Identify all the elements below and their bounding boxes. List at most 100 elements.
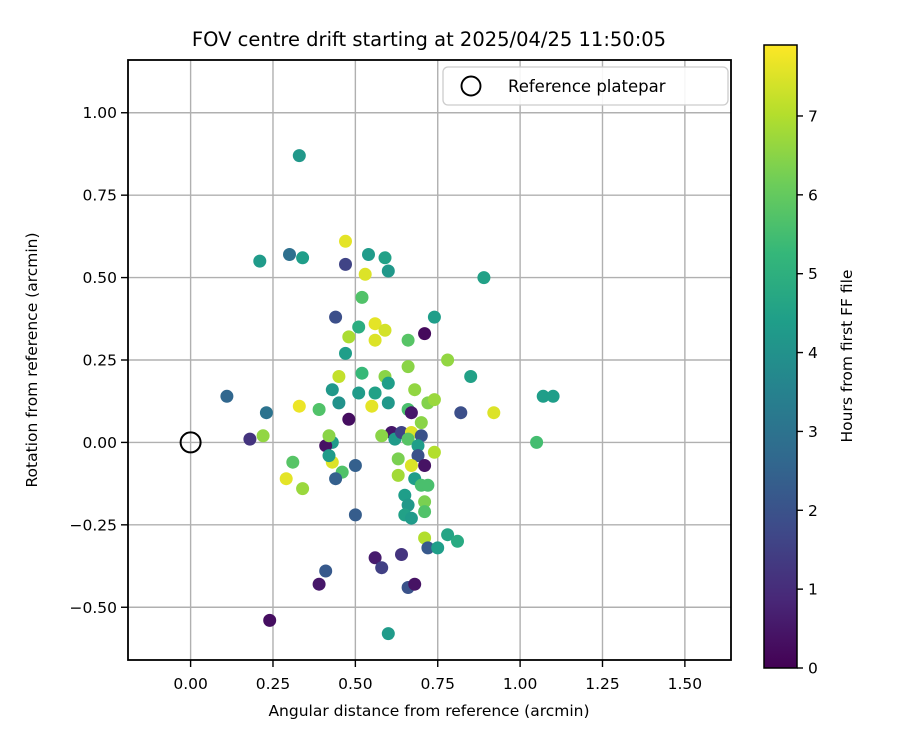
reference-platepar-point <box>179 431 202 454</box>
scatter-point <box>319 439 333 453</box>
scatter-point <box>530 435 544 449</box>
scatter-point <box>339 257 352 271</box>
scatter-point <box>286 455 300 469</box>
scatter-point <box>325 383 339 397</box>
scatter-point <box>362 248 375 261</box>
scatter-point <box>395 548 408 561</box>
scatter-point <box>451 534 464 548</box>
scatter-point <box>408 577 422 591</box>
scatter-point <box>418 531 432 545</box>
scatter-point <box>391 468 405 482</box>
scatter-point <box>401 360 415 374</box>
x-tick-label: 0.00 <box>173 675 208 693</box>
scatter-point <box>427 393 441 407</box>
scatter-point <box>332 370 346 383</box>
legend-label: Reference platepar <box>508 77 666 96</box>
scatter-point <box>414 416 428 430</box>
scatter-point <box>329 310 343 324</box>
scatter-point <box>312 577 326 591</box>
scatter-point <box>431 541 445 555</box>
scatter-point <box>381 396 395 410</box>
scatter-point <box>441 528 455 542</box>
scatter-point <box>421 541 435 555</box>
scatter-point <box>427 310 441 324</box>
scatter-point <box>296 482 310 496</box>
scatter-point <box>408 383 422 397</box>
scatter-point <box>283 248 296 261</box>
scatter-point <box>378 251 392 265</box>
y-tick-label: 0.50 <box>82 269 117 287</box>
open-circle-marker-icon <box>460 75 482 97</box>
scatter-point <box>487 406 501 420</box>
colorbar-tick-label: 3 <box>808 423 818 441</box>
scatter-point <box>259 406 273 420</box>
scatter-point <box>339 234 352 248</box>
scatter-point <box>348 459 362 472</box>
colorbar-tick-label: 6 <box>808 186 818 204</box>
scatter-point <box>536 389 550 403</box>
scatter-point <box>378 323 392 337</box>
x-tick-label: 1.50 <box>668 675 703 693</box>
scatter-point <box>418 505 432 519</box>
scatter-point <box>414 429 428 443</box>
colorbar-tick-label: 5 <box>808 265 818 283</box>
y-tick-label: −0.50 <box>70 599 118 617</box>
colorbar-tick-label: 7 <box>808 107 818 125</box>
scatter-point <box>427 445 441 459</box>
y-tick-label: −0.25 <box>70 516 118 534</box>
x-tick-label: 1.00 <box>503 675 538 693</box>
colorbar-label: Hours from first FF file <box>838 270 856 443</box>
scatter-point <box>398 488 412 502</box>
scatter-point <box>355 290 369 304</box>
scatter-point <box>322 429 336 443</box>
scatter-point <box>391 452 405 466</box>
scatter-point <box>312 403 326 416</box>
scatter-point <box>348 508 362 522</box>
scatter-point <box>322 449 336 463</box>
scatter-point <box>421 478 435 492</box>
scatter-point <box>342 330 356 344</box>
scatter-point <box>368 333 382 347</box>
scatter-point <box>404 459 418 472</box>
scatter-point <box>454 406 468 420</box>
scatter-point <box>342 412 356 426</box>
gridlines <box>128 60 731 660</box>
x-axis-ticks: 0.00 0.25 0.50 0.75 1.00 1.25 1.50 <box>173 660 702 693</box>
colorbar-tick-label: 1 <box>808 581 818 599</box>
y-tick-label: 0.25 <box>82 352 117 370</box>
scatter-point <box>292 399 306 413</box>
scatter-point <box>296 251 310 265</box>
colorbar-gradient <box>763 44 798 669</box>
x-axis-label: Angular distance from reference (arcmin) <box>268 702 589 720</box>
scatter-point <box>381 264 395 278</box>
y-axis-ticks: 1.00 0.75 0.50 0.25 0.00 −0.25 −0.50 <box>70 104 128 617</box>
scatter-point <box>329 472 343 486</box>
scatter-point <box>263 613 277 627</box>
colorbar: 0 1 2 3 4 5 6 7 Hours from first FF file <box>763 44 856 678</box>
colorbar-tick-label: 4 <box>808 344 818 362</box>
scatter-point <box>375 429 389 443</box>
scatter-point <box>220 389 234 403</box>
scatter-point <box>365 399 379 413</box>
y-axis-label: Rotation from reference (arcmin) <box>23 232 41 487</box>
y-tick-label: 1.00 <box>82 104 117 122</box>
scatter-point <box>401 498 415 512</box>
colorbar-ticks: 0 1 2 3 4 5 6 7 <box>797 107 818 678</box>
scatter-point <box>375 561 389 575</box>
x-tick-label: 0.75 <box>420 675 455 693</box>
scatter-point <box>381 627 395 641</box>
x-tick-label: 1.25 <box>585 675 620 693</box>
scatter-point <box>411 449 425 463</box>
colorbar-tick-label: 0 <box>808 660 818 678</box>
scatter-point <box>418 327 432 341</box>
scatter-points <box>220 149 560 641</box>
scatter-point <box>401 432 415 446</box>
scatter-point <box>243 432 257 446</box>
x-tick-label: 0.50 <box>338 675 373 693</box>
scatter-point <box>381 376 395 390</box>
scatter-point <box>352 386 366 400</box>
scatter-point <box>464 370 478 383</box>
legend-box <box>442 66 729 106</box>
scatter-point <box>339 346 352 360</box>
